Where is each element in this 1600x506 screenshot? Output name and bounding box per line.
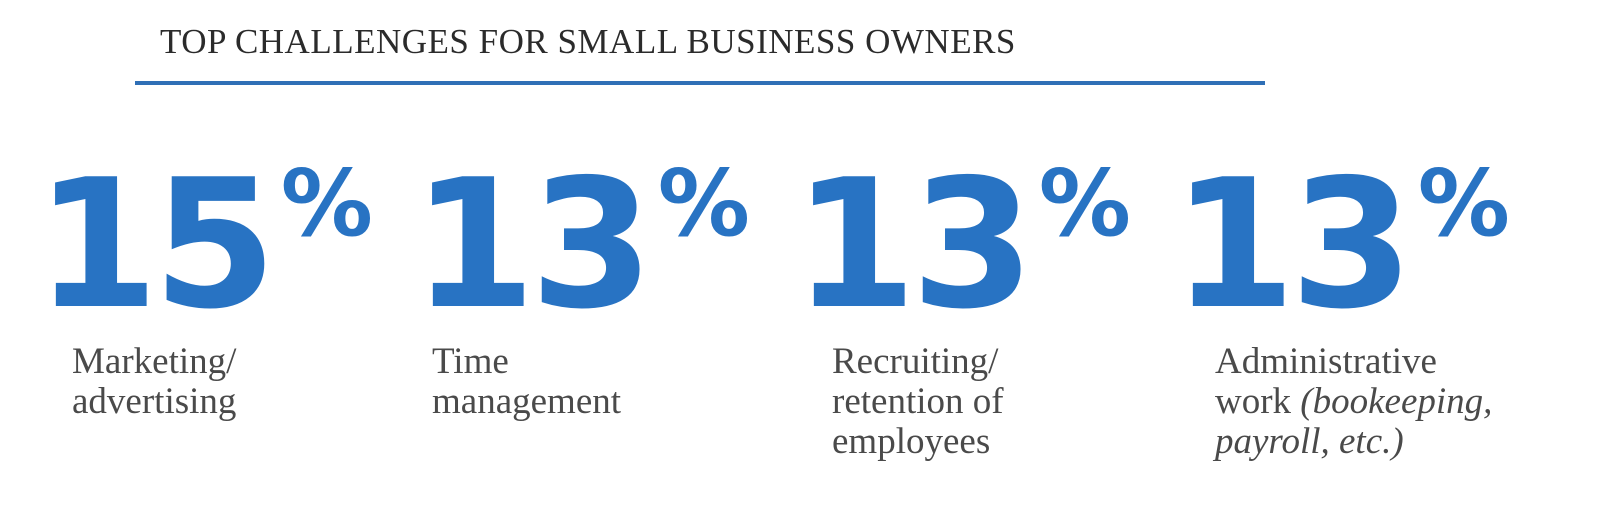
stat-item: 15% Marketing/advertising [35,150,415,500]
stat-unit: % [280,150,373,257]
label-line: Time [432,342,621,382]
stat-unit: % [1038,150,1131,257]
label-line: payroll, etc.) [1215,422,1492,462]
stat-label: Administrative work (bookeeping, payroll, … [1215,342,1492,462]
title: TOP CHALLENGES FOR SMALL BUSINESS OWNERS [160,22,1016,61]
label-text: retention of [832,381,1004,422]
label-text: Recruiting/ [832,341,999,382]
label-text: work [1215,381,1292,422]
stat-figure: 13% [1172,150,1510,340]
label-note: (bookeeping, [1300,381,1493,422]
stat-figure: 13% [793,150,1131,340]
stat-unit: % [657,150,750,257]
label-text: management [432,381,622,422]
stat-value: 13 [412,141,654,348]
label-note: payroll, etc.) [1215,421,1404,462]
label-line: Recruiting/ [832,342,1004,382]
stat-value: 13 [1172,141,1414,348]
label-text: advertising [72,381,237,422]
label-text: Time [432,341,509,382]
stat-item: 13% Time management [412,150,792,500]
stat-item: 13% Administrative work (bookeeping, payrol… [1172,150,1552,500]
stat-label: Recruiting/retention of employees [832,342,1004,462]
stat-unit: % [1417,150,1510,257]
stat-figure: 13% [412,150,750,340]
stat-label: Time management [432,342,621,422]
label-line: work (bookeeping, [1215,382,1492,422]
label-line: advertising [72,382,236,422]
stat-item: 13% Recruiting/retention of employees [793,150,1173,500]
stat-value: 13 [793,141,1035,348]
label-line: management [432,382,621,422]
label-line: retention of [832,382,1004,422]
title-rule [135,81,1265,85]
label-text: Administrative [1215,341,1437,382]
stat-figure: 15% [35,150,373,340]
label-text: Marketing/ [72,341,237,382]
stat-label: Marketing/advertising [72,342,236,422]
label-line: Marketing/ [72,342,236,382]
label-text: employees [832,421,991,462]
label-line: Administrative [1215,342,1492,382]
label-line: employees [832,422,1004,462]
stat-value: 15 [35,141,277,348]
